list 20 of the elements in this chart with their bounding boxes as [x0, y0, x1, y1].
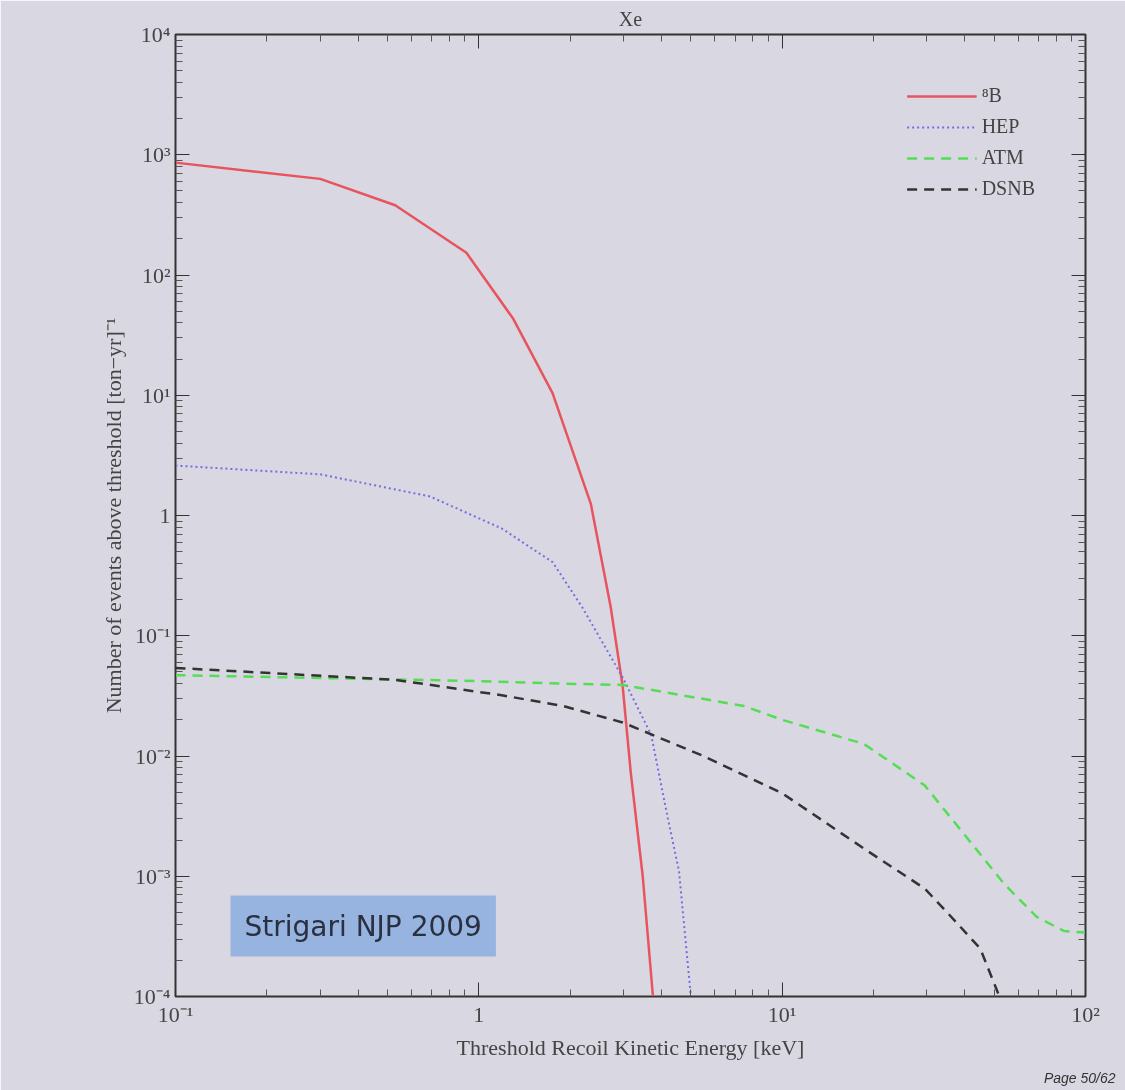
y-tick-label: 10² — [141, 262, 171, 288]
x-tick-label: 10² — [1071, 1001, 1101, 1027]
y-tick-label: 10¹ — [141, 382, 171, 408]
legend-label: HEP — [981, 115, 1020, 138]
annotation: Strigari NJP 2009 — [244, 909, 482, 943]
y-tick-label: 10⁻³ — [134, 863, 171, 889]
y-tick-label: 1 — [159, 503, 171, 528]
y-tick-label: 10⁻¹ — [134, 623, 171, 649]
legend-label: DSNB — [981, 177, 1035, 200]
y-tick-label: 10⁴ — [140, 22, 171, 47]
x-axis-title: Threshold Recoil Kinetic Energy [keV] — [456, 1034, 805, 1060]
legend-label: ATM — [981, 146, 1024, 169]
x-tick-label: 10¹ — [767, 1001, 797, 1027]
text: Page 50/62 — [1043, 1069, 1116, 1086]
y-tick-label: 10³ — [141, 142, 171, 168]
legend-label: ⁸B — [981, 84, 1002, 107]
chart-title: Xe — [618, 7, 643, 30]
x-tick-label: 1 — [473, 1001, 485, 1027]
y-axis-title: Number of events above threshold [ton−yr]⁻¹ — [100, 317, 126, 714]
y-tick-label: 10⁻² — [134, 743, 171, 769]
